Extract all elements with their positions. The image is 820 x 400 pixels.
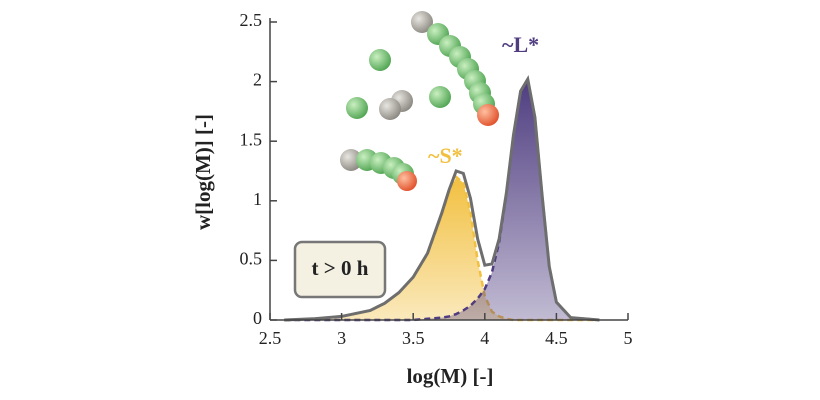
area [284, 79, 600, 320]
y-tick-label: 0.5 [240, 249, 263, 269]
x-tick-label: 3.5 [402, 328, 425, 348]
illustration [340, 11, 499, 191]
x-axis-title: log(M) [-] [407, 364, 494, 388]
y-tick-label: 1.5 [240, 129, 263, 149]
x-tick-label: 4 [480, 328, 489, 348]
total-line [284, 75, 600, 322]
area [284, 176, 600, 320]
x-tick-label: 5 [624, 328, 633, 348]
y-tick-label: 2 [253, 70, 262, 90]
x-tick-label: 3 [337, 328, 346, 348]
series-label: ~L* [502, 32, 539, 57]
annotation-box [293, 240, 387, 299]
annotation: t > 0 h [312, 256, 369, 280]
y-tick-label: 2.5 [240, 10, 263, 30]
y-tick-label: 0 [253, 308, 262, 328]
y-axis-title: w[log(M)] [-] [191, 114, 215, 230]
x-tick-label: 4.5 [545, 328, 568, 348]
series-label: ~S* [428, 143, 463, 168]
plot-area [269, 18, 629, 322]
x-tick-label: 2.5 [259, 328, 282, 348]
y-tick-label: 1 [253, 189, 262, 209]
